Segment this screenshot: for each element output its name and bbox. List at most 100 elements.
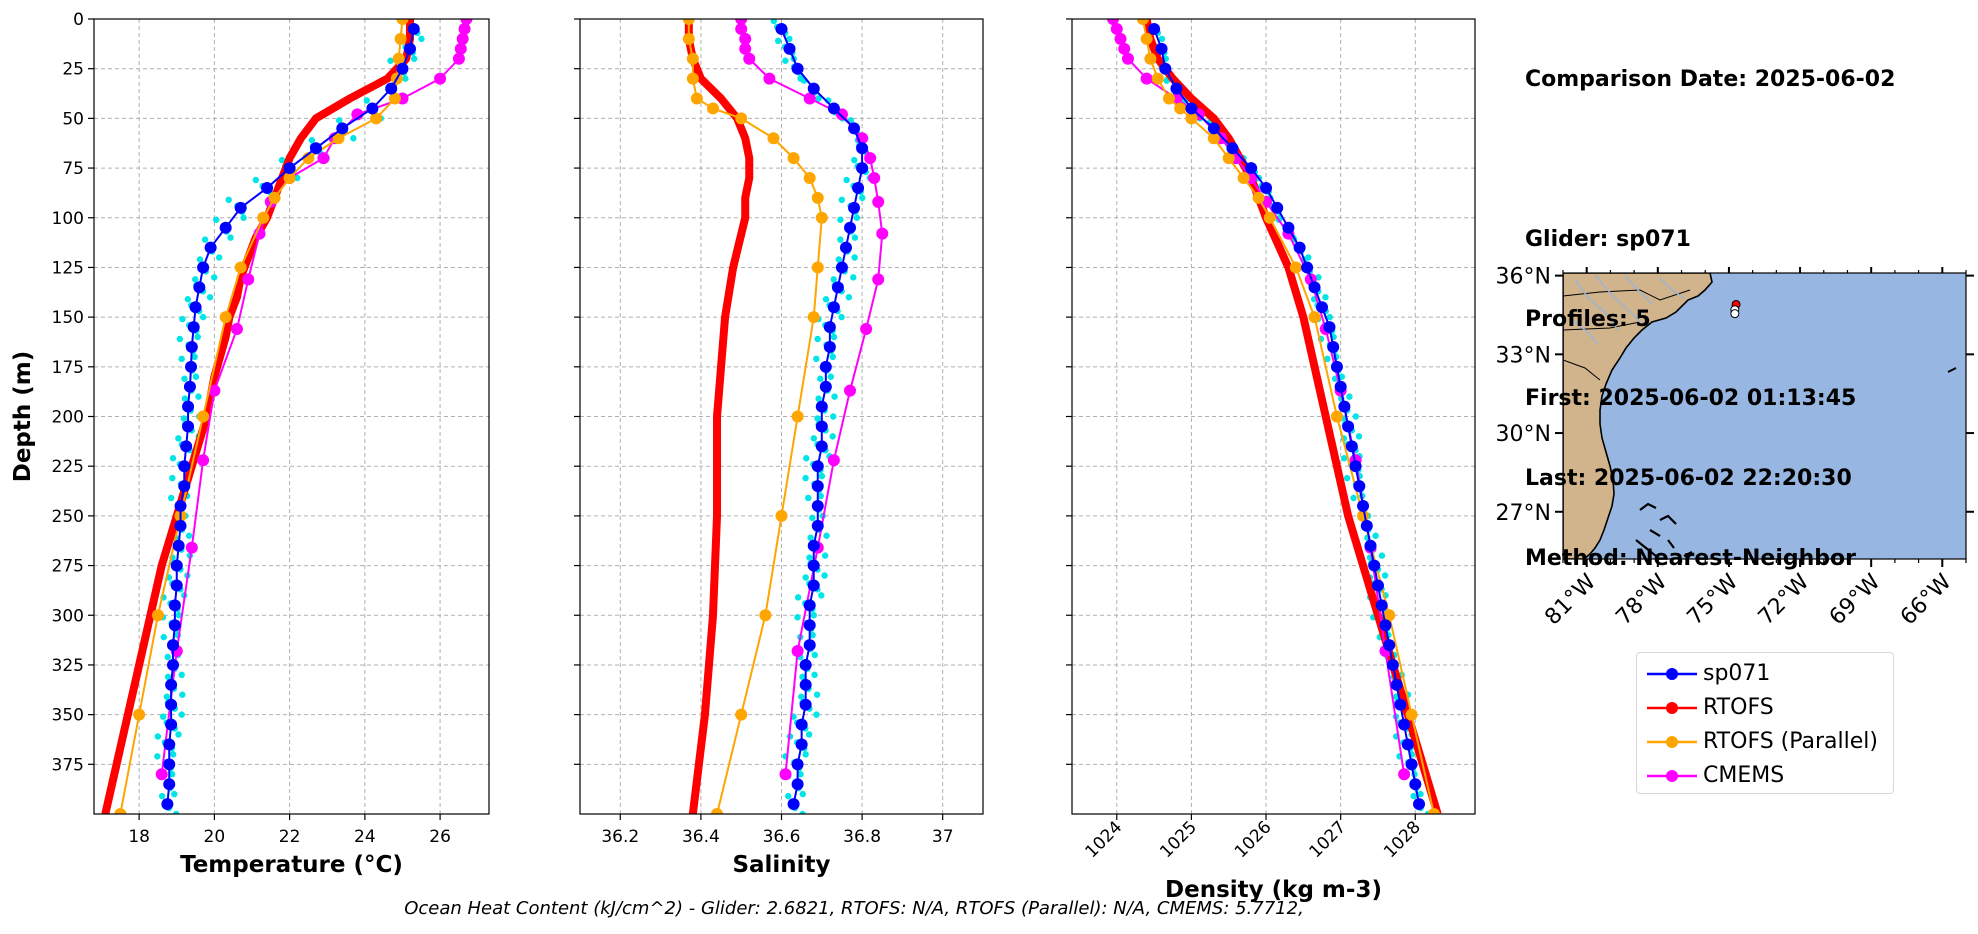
series-point-rtofs-parallel- [257, 211, 270, 224]
series-point-cmems [864, 152, 877, 165]
glider-profile-point [810, 435, 818, 442]
series-point-sp071 [385, 82, 398, 95]
series-point-sp071 [815, 440, 828, 453]
y-axis-label: Depth (m) [10, 351, 36, 483]
series-point-sp071 [1271, 201, 1284, 214]
series-point-cmems [230, 323, 243, 336]
series-point-sp071 [1386, 658, 1399, 671]
legend-item-glider: sp071 [1637, 659, 1893, 689]
series-point-sp071 [819, 380, 832, 393]
series-point-sp071 [185, 360, 198, 373]
series-point-cmems [452, 52, 465, 65]
series-line-rtofs [1142, 19, 1442, 814]
y-tick-label: 375 [52, 755, 84, 775]
series-point-cmems [872, 195, 885, 208]
series-point-sp071 [1345, 440, 1358, 453]
glider-profile-point [821, 572, 828, 579]
glider-profile-point [199, 313, 207, 321]
series-point-sp071 [791, 758, 804, 771]
series-point-sp071 [1207, 122, 1220, 135]
series-point-sp071 [1342, 420, 1355, 433]
x-tick-label: 18 [128, 827, 150, 847]
glider-profile-point [181, 375, 188, 382]
map-lon-label: 66°W [1896, 569, 1957, 630]
series-point-sp071 [1327, 340, 1340, 353]
series-point-sp071 [856, 142, 869, 155]
glider-profile-point [215, 254, 223, 261]
series-point-rtofs-parallel- [283, 172, 296, 184]
map-lat-label: 27°N [1496, 501, 1551, 526]
glider-profile-point [179, 315, 186, 323]
series-line-rtofs [101, 19, 414, 814]
series-point-rtofs-parallel- [775, 509, 788, 522]
series-point-rtofs-parallel- [682, 19, 695, 25]
glider-profile-point [1355, 433, 1363, 440]
series-point-sp071 [815, 400, 828, 413]
series-point-sp071 [183, 380, 196, 393]
series-point-sp071 [831, 281, 844, 294]
glider-profile-point [815, 95, 822, 102]
y-tick-label: 75 [62, 159, 84, 179]
glider-profile-point [154, 753, 161, 760]
glider-profile-point [278, 156, 286, 164]
glider-profile-point [850, 274, 857, 281]
glider-profile-point [178, 671, 185, 679]
glider-profile-point [798, 693, 805, 700]
profile-panel-3: 1024 1025 1026 1027 1028 Density (kg m-3) [1066, 18, 1476, 903]
series-point-rtofs-parallel- [735, 708, 748, 721]
series-point-sp071 [803, 619, 816, 632]
glider-profile-point [169, 455, 177, 462]
series-point-rtofs-parallel- [735, 112, 748, 125]
x-tick-label: 26 [429, 827, 451, 847]
series-point-rtofs-parallel- [1151, 72, 1164, 85]
series-point-sp071 [193, 281, 206, 294]
series-point-cmems [860, 323, 873, 336]
series-point-sp071 [1409, 778, 1422, 791]
comparison-date: Comparison Date: 2025-06-02 [1525, 67, 1896, 93]
series-point-sp071 [407, 22, 420, 35]
series-point-sp071 [1293, 241, 1306, 254]
series-point-sp071 [170, 559, 183, 572]
series-point-sp071 [1260, 181, 1273, 194]
glider-profile-point [830, 276, 837, 283]
glider-profile-point [774, 37, 782, 45]
series-point-sp071 [168, 599, 181, 612]
series-point-sp071 [182, 400, 195, 413]
series-point-sp071 [775, 22, 788, 35]
glider-profile-point [1343, 474, 1351, 482]
glider-profile-point [823, 532, 830, 539]
glider-profile-point [811, 651, 819, 659]
series-point-cmems [791, 645, 804, 658]
series-point-rtofs-parallel- [1207, 132, 1220, 145]
glider-profile-point [175, 612, 183, 619]
glider-profile-point [164, 653, 171, 661]
series-point-sp071 [165, 678, 178, 691]
glider-profile-point [178, 355, 185, 363]
series-point-cmems [242, 273, 255, 286]
glider-profile-point [803, 455, 810, 462]
series-point-sp071 [811, 480, 824, 493]
series-point-rtofs-parallel- [1185, 112, 1198, 125]
glider-profile-point [211, 274, 218, 281]
series-point-sp071 [791, 62, 804, 75]
x-tick-label: 1028 [1380, 817, 1425, 862]
series-point-sp071 [815, 420, 828, 433]
series-point-cmems [1110, 22, 1123, 35]
series-point-sp071 [1282, 221, 1295, 234]
series-point-sp071 [185, 340, 198, 353]
y-tick-label: 275 [52, 557, 84, 577]
series-point-rtofs-parallel- [711, 808, 724, 814]
series-point-sp071 [807, 82, 820, 95]
glider-profile-point [363, 97, 371, 104]
series-point-rtofs-parallel- [1330, 410, 1343, 423]
series-point-sp071 [174, 499, 187, 512]
glider-profile-point [185, 532, 193, 539]
glider-profile-point [799, 810, 806, 814]
glider-profile-point [818, 472, 826, 480]
series-point-sp071 [219, 221, 232, 234]
x-tick-label: 36.2 [601, 827, 639, 847]
glider-profile-point [837, 236, 844, 243]
glider-profile-point [799, 790, 806, 798]
glider-profile-point [194, 333, 201, 341]
glider-profile-point [829, 353, 836, 361]
